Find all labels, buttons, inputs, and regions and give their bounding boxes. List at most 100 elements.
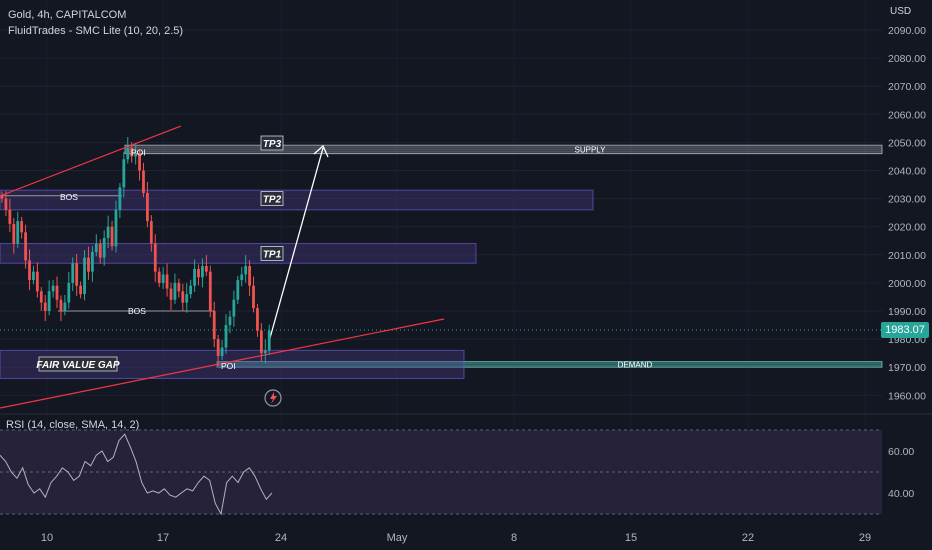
candle-body bbox=[51, 285, 55, 292]
zone-labels: BOS BOS POI POI TP1 TP2 TP3 SUPPLY DEMAND FAIR VA… bbox=[36, 135, 653, 407]
candle-body bbox=[181, 291, 185, 303]
candle-body bbox=[224, 325, 228, 348]
candle-body bbox=[169, 288, 173, 300]
candle-body bbox=[177, 282, 181, 292]
poi-label: POI bbox=[221, 361, 236, 371]
candle-body bbox=[130, 148, 134, 157]
candle-body bbox=[20, 221, 24, 233]
candle-body bbox=[220, 347, 224, 356]
candle-body bbox=[55, 285, 59, 300]
candle-body bbox=[212, 311, 216, 340]
candle-body bbox=[165, 274, 169, 289]
candle-body bbox=[87, 257, 90, 272]
candle-body bbox=[228, 316, 232, 326]
fvg-label-box bbox=[38, 356, 118, 372]
y-tick-label: 2090.00 bbox=[888, 25, 926, 37]
currency-label[interactable]: USD bbox=[890, 6, 912, 17]
candle-body bbox=[16, 221, 20, 244]
rsi-line bbox=[0, 433, 273, 516]
zone-tp1 bbox=[0, 243, 477, 264]
candle-body bbox=[126, 148, 130, 160]
candle-body bbox=[4, 198, 8, 210]
y-tick-label: 2060.00 bbox=[888, 109, 926, 121]
candle-body bbox=[75, 263, 79, 286]
candle-body bbox=[252, 285, 255, 309]
candle-body bbox=[98, 243, 102, 258]
candle-body bbox=[208, 271, 212, 311]
candle-body bbox=[32, 271, 35, 281]
candle-body bbox=[146, 192, 149, 222]
candle-body bbox=[122, 159, 126, 188]
candle-body bbox=[161, 274, 165, 283]
fvg-label: FAIR VALUE GAP bbox=[36, 360, 119, 371]
y-tick-label: 2020.00 bbox=[888, 222, 926, 234]
candle-body bbox=[236, 280, 240, 300]
candle-body bbox=[204, 266, 208, 272]
candle-body bbox=[71, 263, 75, 283]
candle-body bbox=[90, 251, 94, 272]
candle-body bbox=[43, 302, 47, 311]
candle-body bbox=[267, 330, 271, 351]
candle-body bbox=[153, 243, 157, 272]
y-tick-label: 1990.00 bbox=[888, 306, 926, 318]
y-tick-label: 2070.00 bbox=[888, 81, 926, 93]
candle-body bbox=[67, 282, 71, 303]
y-tick-label: 2080.00 bbox=[888, 53, 926, 65]
candle-body bbox=[134, 153, 138, 157]
trendlines bbox=[0, 125, 445, 409]
tp3-label-box bbox=[260, 135, 284, 151]
candle-body bbox=[83, 257, 86, 295]
candle-body bbox=[232, 299, 236, 317]
candle-body bbox=[259, 330, 263, 354]
candle-body bbox=[59, 299, 63, 311]
candle-body bbox=[256, 308, 259, 331]
last-price-tag: 1983.07 bbox=[881, 322, 929, 338]
zone-tp2 bbox=[0, 189, 594, 211]
candle-body bbox=[94, 243, 98, 252]
candle-body bbox=[240, 274, 244, 281]
rsi-tick-label: 60.00 bbox=[888, 446, 914, 458]
candle-body bbox=[0, 195, 4, 199]
candle-body bbox=[157, 271, 161, 283]
x-tick-label: 17 bbox=[157, 532, 169, 544]
supply-label: SUPPLY bbox=[575, 145, 607, 154]
candle-body bbox=[28, 260, 31, 281]
candle-body bbox=[47, 291, 51, 311]
y-tick-label: 2030.00 bbox=[888, 194, 926, 206]
y-tick-label: 2010.00 bbox=[888, 250, 926, 262]
x-tick-label: 22 bbox=[742, 532, 754, 544]
tp1-label-box bbox=[260, 245, 284, 261]
candle-body bbox=[197, 268, 200, 278]
candle-body bbox=[110, 226, 114, 247]
x-tick-label: 24 bbox=[275, 532, 287, 544]
rsi-tick-label: 40.00 bbox=[888, 488, 914, 500]
rsi-pane: RSI (14, close, SMA, 14, 2) bbox=[0, 419, 882, 516]
x-tick-label: May bbox=[387, 532, 408, 544]
zone-supply bbox=[124, 144, 883, 155]
candle-body bbox=[185, 294, 189, 303]
y-tick-label: 1970.00 bbox=[888, 362, 926, 374]
candle-body bbox=[35, 271, 39, 292]
upper-trendline bbox=[0, 125, 182, 197]
tp1-label: TP1 bbox=[263, 249, 282, 260]
candle-body bbox=[24, 232, 27, 261]
x-tick-label: 8 bbox=[511, 532, 517, 544]
candle-body bbox=[149, 221, 153, 244]
projection-arrowhead bbox=[313, 144, 329, 158]
indicator-title: FluidTrades - SMC Lite (10, 20, 2.5) bbox=[8, 25, 184, 37]
y-tick-label: 2000.00 bbox=[888, 278, 926, 290]
candle-body bbox=[8, 209, 12, 224]
tp2-label-box bbox=[260, 191, 284, 207]
projection-arrow bbox=[269, 147, 324, 339]
candle-body bbox=[114, 209, 118, 247]
candle-body bbox=[102, 237, 106, 258]
symbol-title: Gold, 4h, CAPITALCOM bbox=[8, 9, 127, 21]
candle-body bbox=[201, 266, 204, 278]
candle-body bbox=[248, 266, 251, 286]
candle-body bbox=[106, 226, 110, 238]
poi-label: POI bbox=[131, 148, 146, 158]
tp3-label: TP3 bbox=[263, 139, 282, 150]
bos-label: BOS bbox=[128, 306, 146, 316]
bos-label: BOS bbox=[60, 192, 78, 202]
